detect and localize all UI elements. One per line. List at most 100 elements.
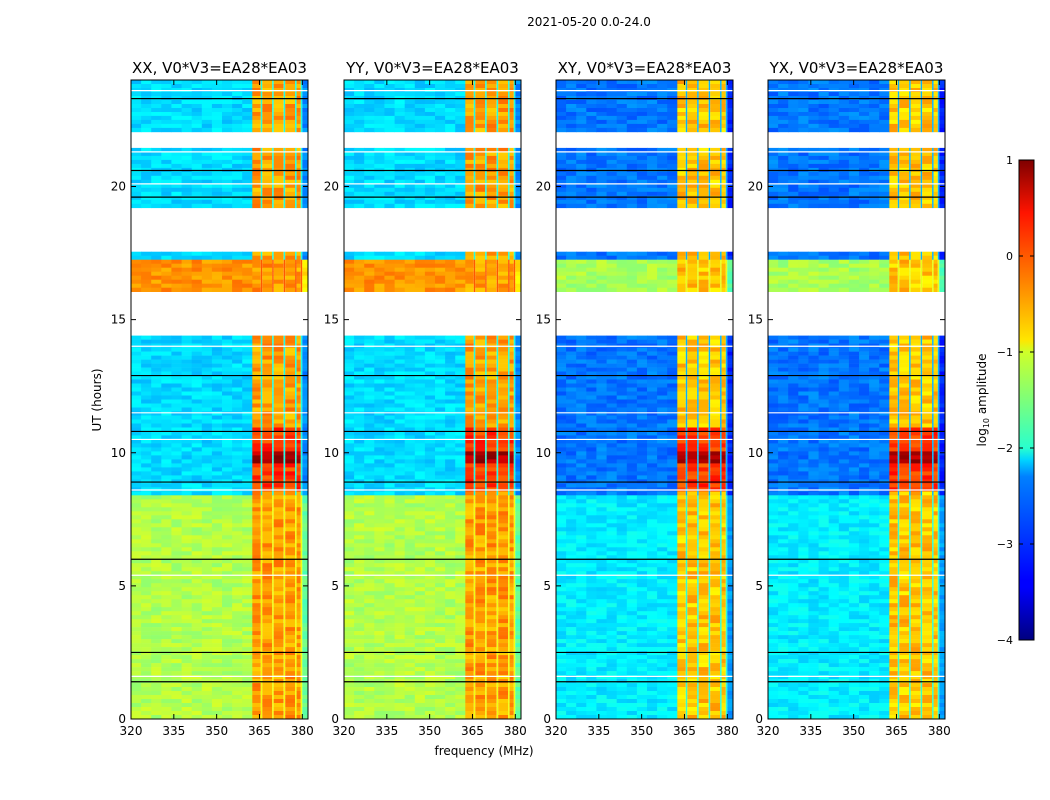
heatmap-cell bbox=[455, 415, 466, 420]
heatmap-cell bbox=[131, 527, 142, 532]
heatmap-cell bbox=[151, 455, 162, 460]
heatmap-cell bbox=[515, 191, 521, 197]
heatmap-cell bbox=[394, 399, 406, 404]
heatmap-cell bbox=[161, 267, 172, 272]
heatmap-cell bbox=[222, 491, 233, 496]
heatmap-cell bbox=[486, 100, 497, 105]
heatmap-cell bbox=[496, 399, 499, 404]
heatmap-cell bbox=[475, 267, 486, 272]
heatmap-cell bbox=[486, 395, 497, 400]
heatmap-cell bbox=[260, 359, 263, 364]
heatmap-cell bbox=[486, 491, 497, 496]
heatmap-cell bbox=[496, 467, 499, 472]
heatmap-cell bbox=[273, 655, 284, 660]
heatmap-cell bbox=[513, 467, 516, 472]
heatmap-cell bbox=[151, 411, 162, 416]
heatmap-cell bbox=[131, 443, 142, 448]
heatmap-cell bbox=[302, 371, 308, 376]
heatmap-cell bbox=[222, 347, 233, 352]
heatmap-cell bbox=[404, 255, 416, 260]
heatmap-cell bbox=[445, 80, 456, 85]
heatmap-cell bbox=[191, 199, 203, 205]
heatmap-cell bbox=[262, 92, 273, 97]
heatmap-cell bbox=[300, 179, 303, 185]
heatmap-cell bbox=[171, 415, 182, 420]
heatmap-cell bbox=[374, 471, 385, 476]
heatmap-cell bbox=[171, 119, 182, 125]
heatmap-cell bbox=[232, 663, 243, 668]
heatmap-cell bbox=[473, 275, 476, 280]
heatmap-cell bbox=[283, 543, 286, 548]
heatmap-cell bbox=[201, 599, 213, 604]
heatmap-cell bbox=[262, 283, 273, 288]
heatmap-cell bbox=[404, 84, 416, 89]
heatmap-cell bbox=[141, 383, 152, 388]
heatmap-cell bbox=[296, 427, 301, 432]
heatmap-cell bbox=[486, 267, 497, 272]
heatmap-cell bbox=[222, 108, 233, 113]
heatmap-cell bbox=[296, 431, 301, 436]
heatmap-cell bbox=[344, 403, 355, 408]
heatmap-cell bbox=[354, 171, 365, 177]
heatmap-cell bbox=[473, 459, 476, 464]
heatmap-cell bbox=[445, 175, 456, 181]
heatmap-cell bbox=[364, 499, 375, 504]
heatmap-cell bbox=[181, 391, 193, 396]
heatmap-cell bbox=[496, 155, 499, 161]
heatmap-cell bbox=[508, 427, 510, 432]
heatmap-cell bbox=[283, 483, 286, 488]
heatmap-cell bbox=[486, 459, 497, 464]
heatmap-cell bbox=[486, 391, 497, 396]
heatmap-cell bbox=[485, 191, 487, 197]
heatmap-cell bbox=[344, 371, 355, 376]
heatmap-cell bbox=[295, 491, 297, 496]
heatmap-cell bbox=[201, 543, 213, 548]
heatmap-cell bbox=[171, 547, 182, 552]
heatmap-cell bbox=[161, 651, 172, 656]
heatmap-cell bbox=[272, 119, 274, 125]
heatmap-cell bbox=[232, 423, 243, 428]
heatmap-cell bbox=[445, 455, 456, 460]
heatmap-cell bbox=[201, 407, 213, 412]
heatmap-cell bbox=[181, 183, 193, 189]
heatmap-cell bbox=[191, 635, 203, 640]
heatmap-cell bbox=[300, 607, 303, 612]
heatmap-cell bbox=[455, 451, 466, 456]
heatmap-cell bbox=[498, 267, 509, 272]
heatmap-cell bbox=[201, 363, 213, 368]
heatmap-cell bbox=[181, 467, 193, 472]
heatmap-cell bbox=[232, 707, 243, 712]
heatmap-cell bbox=[414, 108, 426, 113]
heatmap-cell bbox=[384, 255, 395, 260]
heatmap-cell bbox=[262, 371, 273, 376]
heatmap-cell bbox=[485, 495, 487, 500]
heatmap-cell bbox=[513, 279, 516, 284]
heatmap-cell bbox=[191, 351, 203, 356]
heatmap-cell bbox=[181, 455, 193, 460]
heatmap-cell bbox=[171, 155, 182, 161]
heatmap-cell bbox=[384, 179, 395, 185]
heatmap-cell bbox=[242, 559, 253, 564]
heatmap-cell bbox=[272, 419, 274, 424]
heatmap-cell bbox=[364, 92, 375, 97]
heatmap-cell bbox=[242, 507, 253, 512]
heatmap-cell bbox=[201, 511, 213, 516]
heatmap-cell bbox=[302, 555, 308, 560]
heatmap-cell bbox=[232, 115, 243, 121]
heatmap-cell bbox=[435, 387, 446, 392]
heatmap-cell bbox=[300, 339, 303, 344]
heatmap-cell bbox=[295, 155, 297, 161]
heatmap-cell bbox=[455, 271, 466, 276]
heatmap-cell bbox=[171, 455, 182, 460]
heatmap-cell bbox=[201, 691, 213, 696]
heatmap-cell bbox=[211, 543, 223, 548]
heatmap-cell bbox=[404, 495, 416, 500]
heatmap-cell bbox=[151, 691, 162, 696]
heatmap-cell bbox=[513, 451, 516, 456]
heatmap-cell bbox=[262, 259, 273, 264]
heatmap-cell bbox=[151, 615, 162, 620]
heatmap-cell bbox=[191, 607, 203, 612]
heatmap-cell bbox=[151, 507, 162, 512]
heatmap-cell bbox=[283, 112, 286, 117]
heatmap-cell bbox=[344, 115, 355, 121]
